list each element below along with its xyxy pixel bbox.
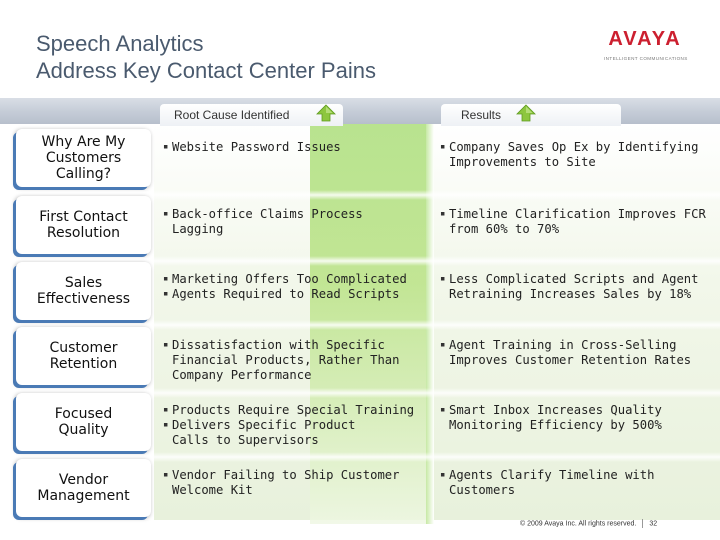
bullet-item: Delivers Specific Product Calls to Super… bbox=[163, 418, 425, 448]
slide-title-line-1: Speech Analytics bbox=[36, 31, 204, 56]
bullet-item: Smart Inbox Increases Quality Monitoring… bbox=[440, 403, 718, 433]
logo-brand-text: AVAYA bbox=[608, 28, 682, 50]
root-cause-cell: Products Require Special Training Delive… bbox=[163, 403, 425, 448]
row-divider bbox=[0, 320, 720, 330]
bullet-item: Agents Clarify Timeline with Customers bbox=[440, 468, 718, 498]
root-cause-cell: Marketing Offers Too Complicated Agents … bbox=[163, 272, 425, 302]
green-up-arrow-icon bbox=[316, 104, 336, 122]
bullet-item: Products Require Special Training bbox=[163, 403, 425, 418]
bullet-item: Agent Training in Cross-Selling Improves… bbox=[440, 338, 718, 368]
logo-tagline: INTELLIGENT COMMUNICATIONS bbox=[604, 56, 688, 61]
bullet-text: Delivers Specific Product Calls to Super… bbox=[172, 418, 356, 447]
bullet-text: Agents Clarify Timeline with Customers bbox=[449, 468, 655, 497]
avaya-logo: AVAYA INTELLIGENT COMMUNICATIONS bbox=[604, 28, 688, 61]
bullet-text: Vendor Failing to Ship Customer Welcome … bbox=[172, 468, 400, 497]
bullet-item: Website Password Issues bbox=[163, 140, 425, 155]
row-label-customer-retention: Customer Retention bbox=[16, 327, 151, 385]
bullet-item: Vendor Failing to Ship Customer Welcome … bbox=[163, 468, 425, 498]
root-cause-header: Root Cause Identified bbox=[160, 104, 343, 126]
bullet-text: Timeline Clarification Improves FCR from… bbox=[449, 207, 706, 236]
bullet-text: Company Saves Op Ex by Identifying Impro… bbox=[449, 140, 699, 169]
row-label-focused-quality: Focused Quality bbox=[16, 393, 151, 451]
bullet-item: Agents Required to Read Scripts bbox=[163, 287, 425, 302]
slide-footer: © 2009 Avaya Inc. All rights reserved. 32 bbox=[520, 519, 657, 529]
bullet-text: Agents Required to Read Scripts bbox=[172, 287, 400, 301]
result-cell: Less Complicated Scripts and Agent Retra… bbox=[440, 272, 718, 302]
slide-title-line-2: Address Key Contact Center Pains bbox=[36, 58, 376, 83]
bullet-item: Marketing Offers Too Complicated bbox=[163, 272, 425, 287]
result-cell: Agent Training in Cross-Selling Improves… bbox=[440, 338, 718, 368]
results-header-label: Results bbox=[461, 108, 502, 122]
bullet-text: Dissatisfaction with Specific Financial … bbox=[172, 338, 400, 382]
bullet-item: Less Complicated Scripts and Agent Retra… bbox=[440, 272, 718, 302]
row-label-sales-effectiveness: Sales Effectiveness bbox=[16, 262, 151, 320]
row-label-first-contact-resolution: First Contact Resolution bbox=[16, 196, 151, 254]
bullet-text: Marketing Offers Too Complicated bbox=[172, 272, 407, 286]
row-divider bbox=[0, 452, 720, 462]
result-cell: Company Saves Op Ex by Identifying Impro… bbox=[440, 140, 718, 170]
root-cause-cell: Back-office Claims Process Lagging bbox=[163, 207, 425, 237]
row-divider bbox=[0, 388, 720, 398]
result-cell: Smart Inbox Increases Quality Monitoring… bbox=[440, 403, 718, 433]
root-cause-cell: Dissatisfaction with Specific Financial … bbox=[163, 338, 425, 383]
bullet-item: Dissatisfaction with Specific Financial … bbox=[163, 338, 425, 383]
result-cell: Timeline Clarification Improves FCR from… bbox=[440, 207, 718, 237]
bullet-text: Agent Training in Cross-Selling Improves… bbox=[449, 338, 692, 367]
root-cause-cell: Website Password Issues bbox=[163, 140, 425, 155]
bullet-text: Website Password Issues bbox=[172, 140, 341, 154]
row-label-vendor-management: Vendor Management bbox=[16, 459, 151, 517]
result-cell: Agents Clarify Timeline with Customers bbox=[440, 468, 718, 498]
root-cause-header-label: Root Cause Identified bbox=[174, 108, 290, 122]
bullet-item: Timeline Clarification Improves FCR from… bbox=[440, 207, 718, 237]
footer-separator bbox=[642, 519, 644, 528]
row-divider bbox=[0, 256, 720, 266]
bullet-text: Less Complicated Scripts and Agent Retra… bbox=[449, 272, 699, 301]
results-header: Results bbox=[441, 104, 621, 126]
bullet-text: Products Require Special Training bbox=[172, 403, 415, 417]
root-cause-cell: Vendor Failing to Ship Customer Welcome … bbox=[163, 468, 425, 498]
bullet-text: Smart Inbox Increases Quality Monitoring… bbox=[449, 403, 662, 432]
row-divider bbox=[0, 190, 720, 200]
bullet-text: Back-office Claims Process Lagging bbox=[172, 207, 363, 236]
slide-title: Speech Analytics Address Key Contact Cen… bbox=[36, 30, 376, 84]
copyright-text: © 2009 Avaya Inc. All rights reserved. bbox=[520, 520, 637, 528]
row-label-why-customers-calling: Why Are My Customers Calling? bbox=[16, 129, 151, 187]
page-number: 32 bbox=[649, 520, 658, 528]
green-up-arrow-icon bbox=[516, 104, 536, 122]
bullet-item: Company Saves Op Ex by Identifying Impro… bbox=[440, 140, 718, 170]
bullet-item: Back-office Claims Process Lagging bbox=[163, 207, 425, 237]
